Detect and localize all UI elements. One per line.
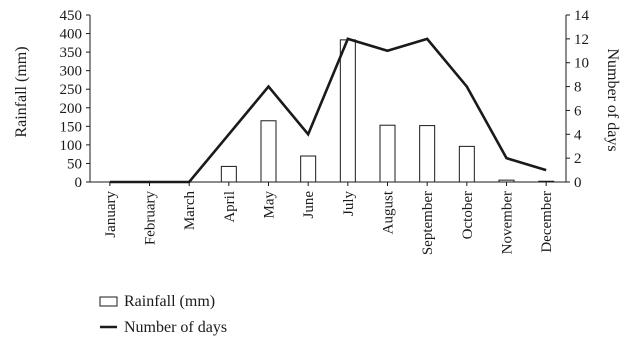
y2-tick-label: 8 bbox=[574, 80, 582, 96]
bar bbox=[498, 179, 515, 183]
line-series bbox=[109, 37, 547, 184]
tick-labels: 0 50 100 150 200 250 300 350 400 450 0 2 4 6 8 10 12 14 Ja… bbox=[60, 8, 590, 255]
y2-tick-label: 10 bbox=[574, 56, 589, 72]
x-tick-label: November bbox=[500, 191, 516, 254]
legend-label-rainfall: Rainfall (mm) bbox=[124, 293, 215, 310]
y-tick-label: 350 bbox=[60, 45, 83, 61]
x-tick-label: September bbox=[420, 191, 436, 255]
legend: Rainfall (mm) Number of days bbox=[99, 293, 227, 336]
y-tick-label: 0 bbox=[75, 175, 83, 191]
bar-series bbox=[220, 39, 555, 183]
y2-tick-label: 4 bbox=[574, 127, 582, 143]
axes bbox=[86, 14, 570, 186]
y-tick-label: 50 bbox=[67, 156, 82, 172]
y-tick-label: 400 bbox=[60, 27, 83, 43]
legend-bar-swatch bbox=[99, 296, 118, 307]
bar bbox=[260, 120, 277, 183]
bar bbox=[300, 155, 317, 183]
y-axis-title: Rainfall (mm) bbox=[13, 46, 30, 137]
y-tick-label: 250 bbox=[60, 82, 83, 98]
y2-tick-label: 2 bbox=[574, 151, 582, 167]
x-tick-label: June bbox=[301, 191, 317, 219]
x-tick-label: January bbox=[103, 191, 119, 238]
bar bbox=[419, 125, 436, 183]
bar bbox=[538, 180, 555, 183]
days-line bbox=[109, 37, 547, 184]
y-tick-label: 450 bbox=[60, 8, 83, 24]
y2-tick-label: 12 bbox=[574, 32, 589, 48]
bar bbox=[339, 39, 356, 183]
x-tick-label: August bbox=[381, 190, 397, 234]
y2-tick-label: 0 bbox=[574, 175, 582, 191]
y-tick-label: 300 bbox=[60, 64, 83, 80]
y2-tick-label: 6 bbox=[574, 103, 582, 119]
bar bbox=[220, 165, 237, 183]
y-tick-label: 150 bbox=[60, 119, 83, 135]
y-tick-label: 200 bbox=[60, 101, 83, 117]
y-tick-label: 100 bbox=[60, 138, 83, 154]
y2-axis-title: Number of days bbox=[604, 48, 621, 151]
x-tick-label: July bbox=[341, 191, 357, 217]
bar bbox=[458, 145, 475, 183]
legend-label-days: Number of days bbox=[124, 319, 227, 336]
x-tick-label: December bbox=[539, 191, 555, 253]
x-tick-label: March bbox=[182, 191, 198, 231]
x-tick-label: April bbox=[222, 191, 238, 223]
x-tick-label: May bbox=[262, 191, 278, 219]
x-tick-label: October bbox=[460, 191, 476, 239]
bar bbox=[379, 124, 396, 183]
y2-tick-label: 14 bbox=[574, 8, 590, 24]
x-tick-label: February bbox=[143, 191, 159, 246]
